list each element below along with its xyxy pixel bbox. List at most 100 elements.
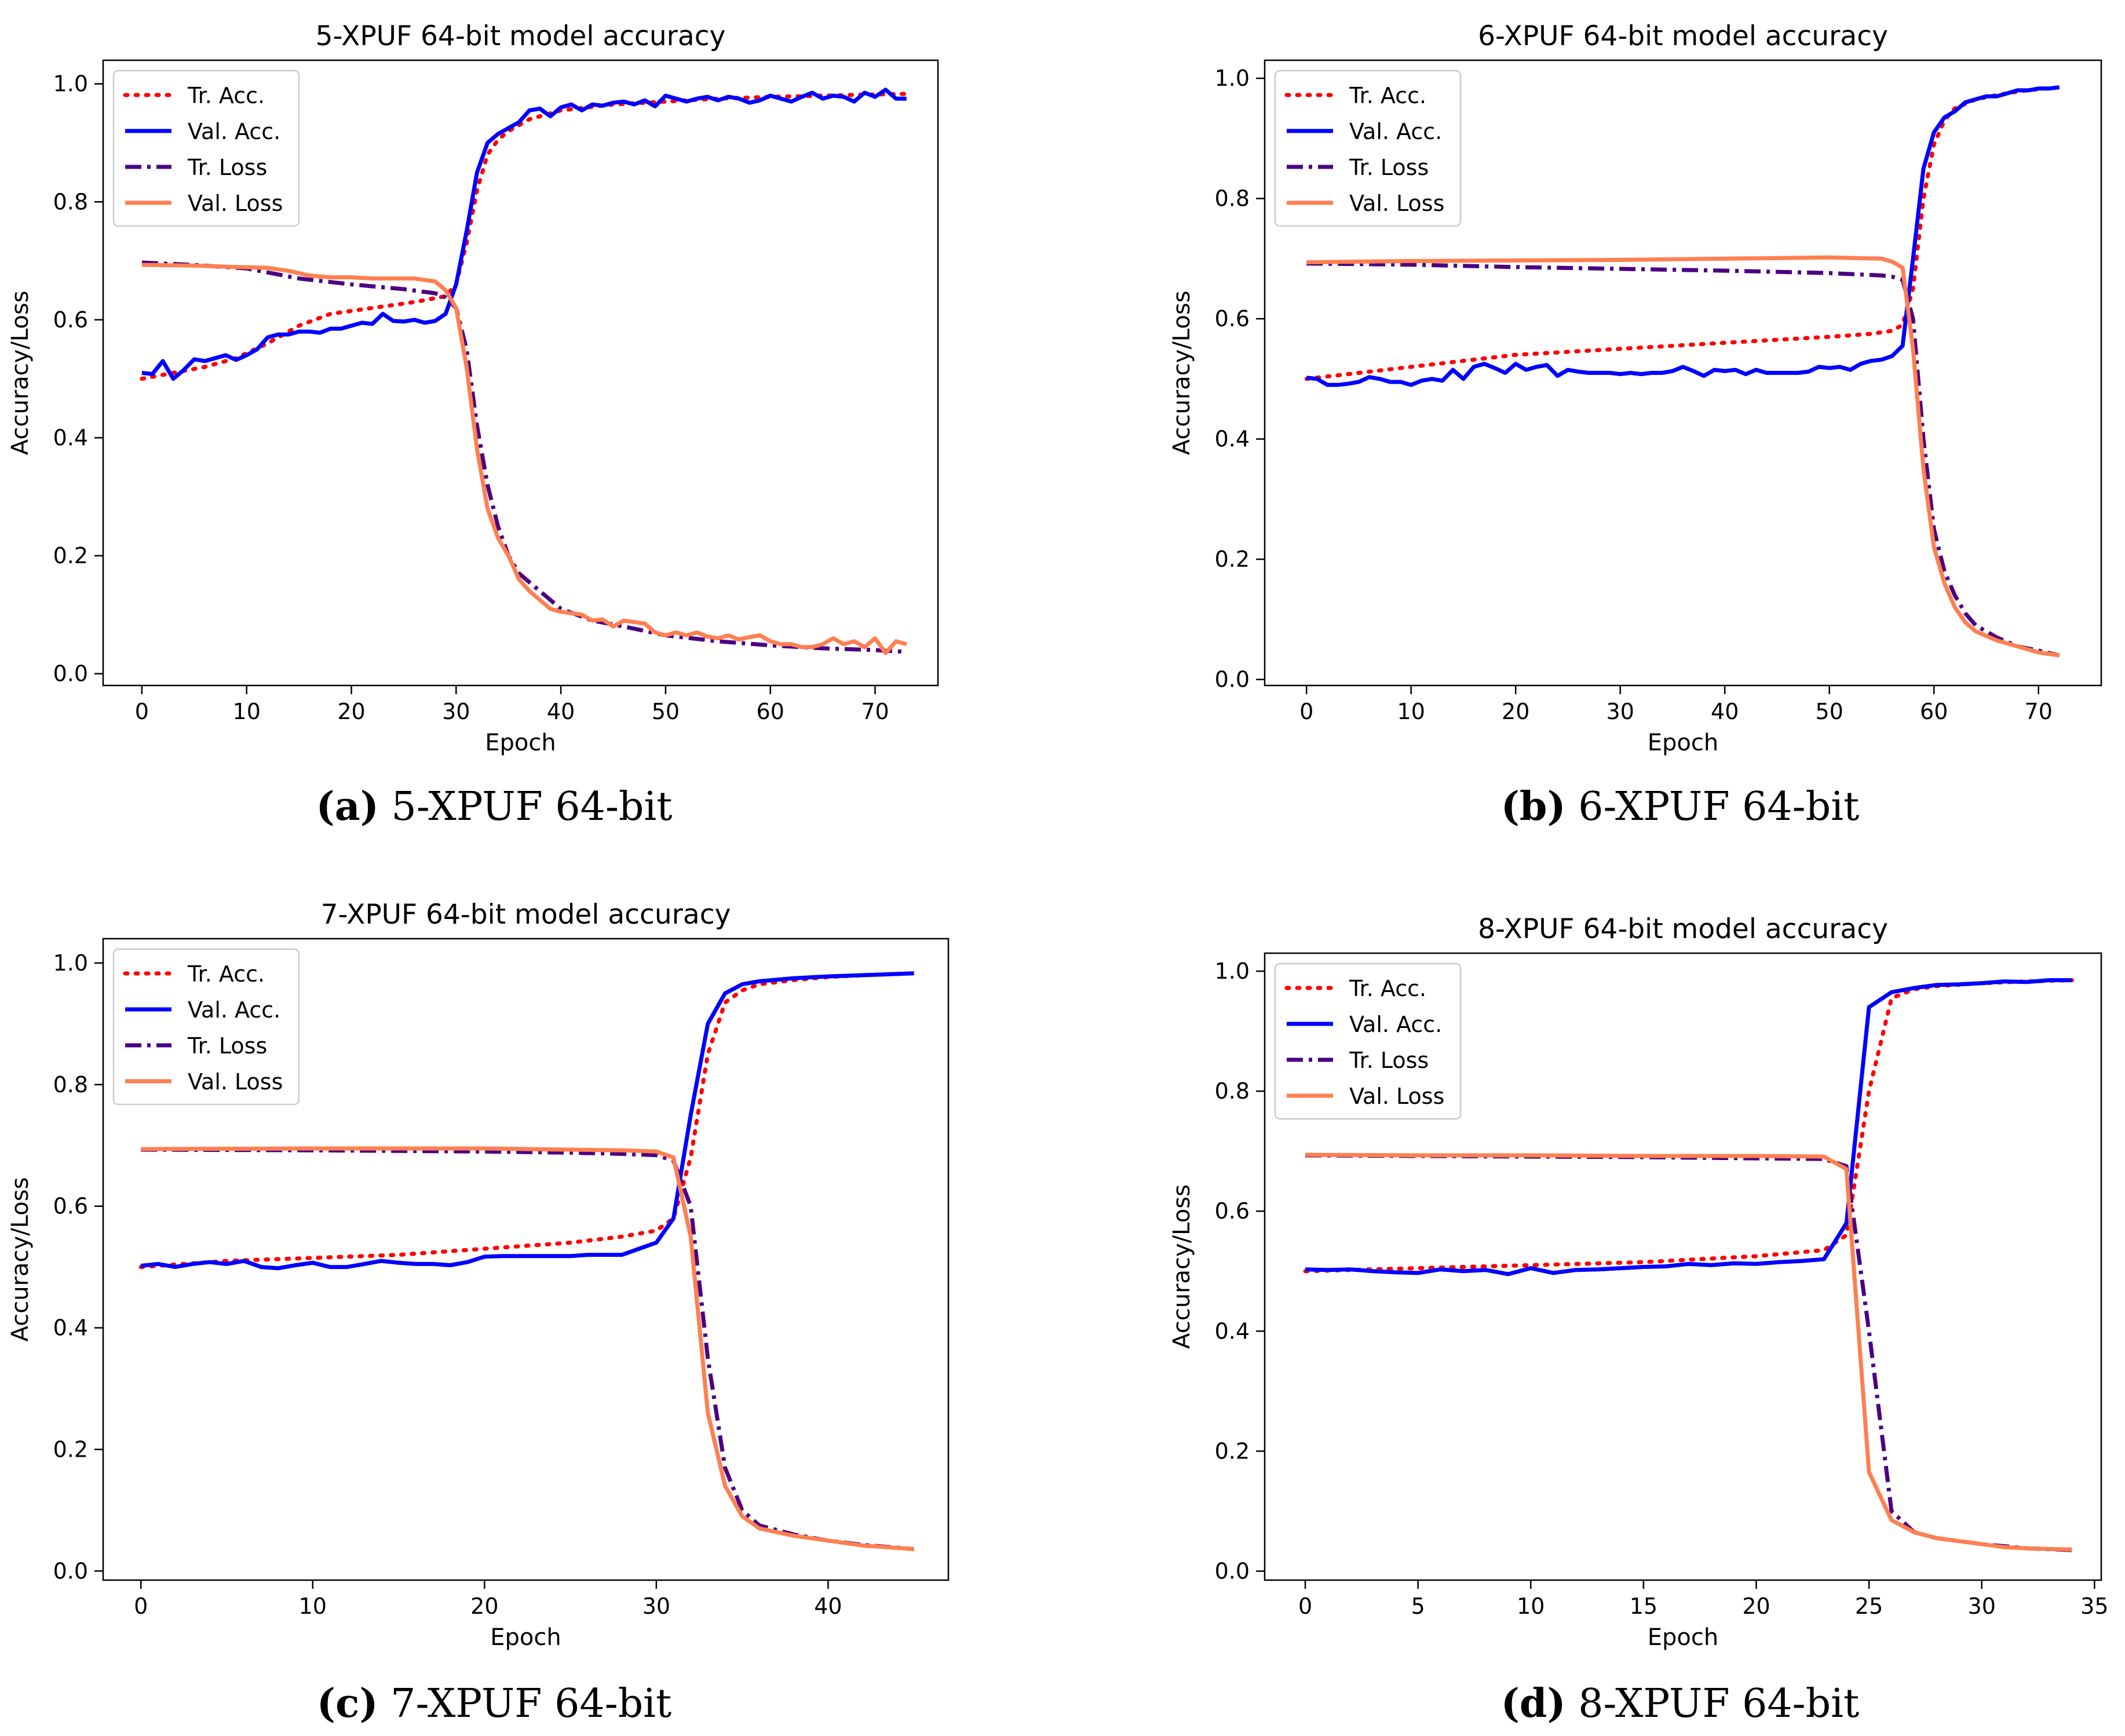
x-tick-label: 10 [1517, 1593, 1545, 1619]
caption-c-letter: (c) [316, 1680, 378, 1727]
x-tick-label: 70 [2025, 699, 2053, 724]
x-tick-label: 40 [814, 1593, 842, 1619]
y-axis-label: Accuracy/Loss [1169, 1184, 1195, 1349]
legend-box [112, 948, 300, 1106]
x-tick-label: 20 [337, 699, 365, 724]
caption-b-text: 6-XPUF 64-bit [1578, 784, 1860, 830]
y-axis-label: Accuracy/Loss [7, 291, 34, 455]
y-tick-label: 0.0 [53, 661, 88, 687]
chart-1: 5-XPUF 64-bit model accuracy 0 10 20 30 40 50 6… [7, 20, 939, 756]
legend-label-val-loss: Val. Loss [1349, 1084, 1444, 1109]
y-tick-label: 0.0 [1215, 667, 1250, 692]
x-tick-label: 0 [1298, 1593, 1312, 1619]
chart-title: 5-XPUF 64-bit model accuracy [316, 20, 726, 52]
y-tick-label: 0.0 [1215, 1558, 1250, 1584]
x-tick-label: 0 [134, 1593, 148, 1619]
legend-label-tr-acc: Tr. Acc. [1349, 976, 1426, 1001]
chart-3: 7-XPUF 64-bit model accuracy 0 10 20 30 40 0.0… [7, 899, 950, 1651]
caption-c-text: 7-XPUF 64-bit [390, 1681, 672, 1727]
x-tick-label: 20 [1742, 1593, 1770, 1619]
x-tick-label: 20 [1502, 699, 1529, 724]
caption-d: (d) 8-XPUF 64-bit [1501, 1680, 1860, 1727]
series-line-val-acc [1306, 85, 2060, 387]
legend-label-val-acc: Val. Acc. [1349, 1012, 1442, 1037]
series-line-tr-loss [1306, 261, 2060, 658]
legend-label-val-acc: Val. Acc. [188, 997, 280, 1023]
y-tick-label: 1.0 [53, 71, 88, 97]
plot-frame [102, 59, 939, 687]
legend-label-tr-loss: Tr. Loss [1349, 1048, 1429, 1073]
chart-title: 6-XPUF 64-bit model accuracy [1478, 20, 1888, 52]
caption-b-letter: (b) [1500, 783, 1566, 830]
y-tick-label: 0.8 [53, 1072, 88, 1097]
caption-d-text: 8-XPUF 64-bit [1578, 1681, 1860, 1727]
legend-label-val-acc: Val. Acc. [1349, 119, 1442, 144]
x-tick-label: 70 [861, 699, 889, 724]
x-tick-label: 10 [299, 1593, 327, 1619]
legend: Tr. Acc. Val. Acc. Tr. Loss Val. Loss [1274, 962, 1462, 1120]
y-tick-label: 0.8 [1215, 1078, 1250, 1104]
series-line-tr-acc [1303, 978, 2074, 1274]
legend: Tr. Acc. Val. Acc. Tr. Loss Val. Loss [1274, 70, 1462, 227]
legend-box [112, 70, 300, 227]
legend-label-tr-loss: Tr. Loss [1349, 155, 1429, 180]
x-tick-label: 30 [1606, 699, 1634, 724]
x-tick-label: 25 [1855, 1593, 1883, 1619]
legend: Tr. Acc. Val. Acc. Tr. Loss Val. Loss [112, 70, 300, 227]
plot-frame [1264, 59, 2102, 687]
chart-2: 6-XPUF 64-bit model accuracy 0 10 20 30 40 50 6… [1169, 20, 2102, 756]
y-tick-label: 0.8 [53, 189, 88, 214]
y-tick-label: 0.4 [53, 1315, 88, 1341]
x-tick-label: 10 [233, 699, 261, 724]
x-tick-label: 20 [470, 1593, 498, 1619]
legend-label-val-loss: Val. Loss [188, 191, 283, 216]
caption-a-letter: (a) [316, 783, 379, 830]
series-group [1303, 978, 2074, 1552]
x-tick-label: 40 [1711, 699, 1739, 724]
y-tick-label: 0.8 [1215, 186, 1250, 211]
y-axis-label: Accuracy/Loss [7, 1177, 34, 1342]
legend-label-val-loss: Val. Loss [188, 1069, 283, 1095]
legend-label-tr-acc: Tr. Acc. [187, 961, 265, 987]
x-tick-label: 60 [757, 699, 784, 724]
x-axis-label: Epoch [1648, 1624, 1718, 1651]
caption-b: (b) 6-XPUF 64-bit [1501, 783, 1860, 830]
chart-title: 7-XPUF 64-bit model accuracy [321, 899, 731, 931]
chart-title: 8-XPUF 64-bit model accuracy [1478, 913, 1888, 945]
x-tick-label: 30 [642, 1593, 670, 1619]
legend-label-tr-loss: Tr. Loss [187, 155, 267, 180]
x-tick-label: 0 [1299, 699, 1313, 724]
series-line-val-acc [140, 971, 914, 1271]
caption-a: (a) 5-XPUF 64-bit [316, 783, 672, 830]
y-tick-label: 0.4 [53, 425, 88, 450]
x-tick-label: 40 [547, 699, 575, 724]
legend-label-tr-acc: Tr. Acc. [1349, 83, 1426, 108]
caption-c: (c) 7-XPUF 64-bit [317, 1680, 671, 1727]
plot-frame [102, 938, 950, 1581]
legend-label-tr-loss: Tr. Loss [187, 1033, 267, 1059]
x-tick-label: 5 [1411, 1593, 1425, 1619]
series-line-tr-loss [141, 260, 907, 654]
caption-d-letter: (d) [1500, 1680, 1566, 1727]
plot-frame [1264, 952, 2102, 1581]
chart-4: 8-XPUF 64-bit model accuracy 0 5 10 15 20 25 30… [1169, 913, 2109, 1651]
caption-a-text: 5-XPUF 64-bit [391, 784, 673, 830]
series-group [140, 87, 909, 655]
y-tick-label: 0.6 [1215, 306, 1250, 331]
legend-label-val-acc: Val. Acc. [188, 119, 280, 144]
x-tick-label: 30 [442, 699, 470, 724]
series-line-val-loss [1305, 1153, 2072, 1552]
y-tick-label: 0.6 [1215, 1198, 1250, 1224]
series-line-tr-loss [1305, 1153, 2072, 1552]
y-tick-label: 0.6 [53, 307, 88, 333]
series-line-val-acc [141, 87, 907, 381]
x-tick-label: 0 [135, 699, 149, 724]
x-axis-label: Epoch [485, 730, 556, 756]
x-tick-label: 35 [2080, 1593, 2108, 1619]
legend-box [1274, 70, 1462, 227]
y-tick-label: 1.0 [1215, 65, 1250, 91]
legend-box [1274, 962, 1462, 1120]
series-line-tr-acc [138, 971, 917, 1270]
series-line-val-loss [141, 1146, 914, 1551]
x-tick-label: 10 [1397, 699, 1425, 724]
